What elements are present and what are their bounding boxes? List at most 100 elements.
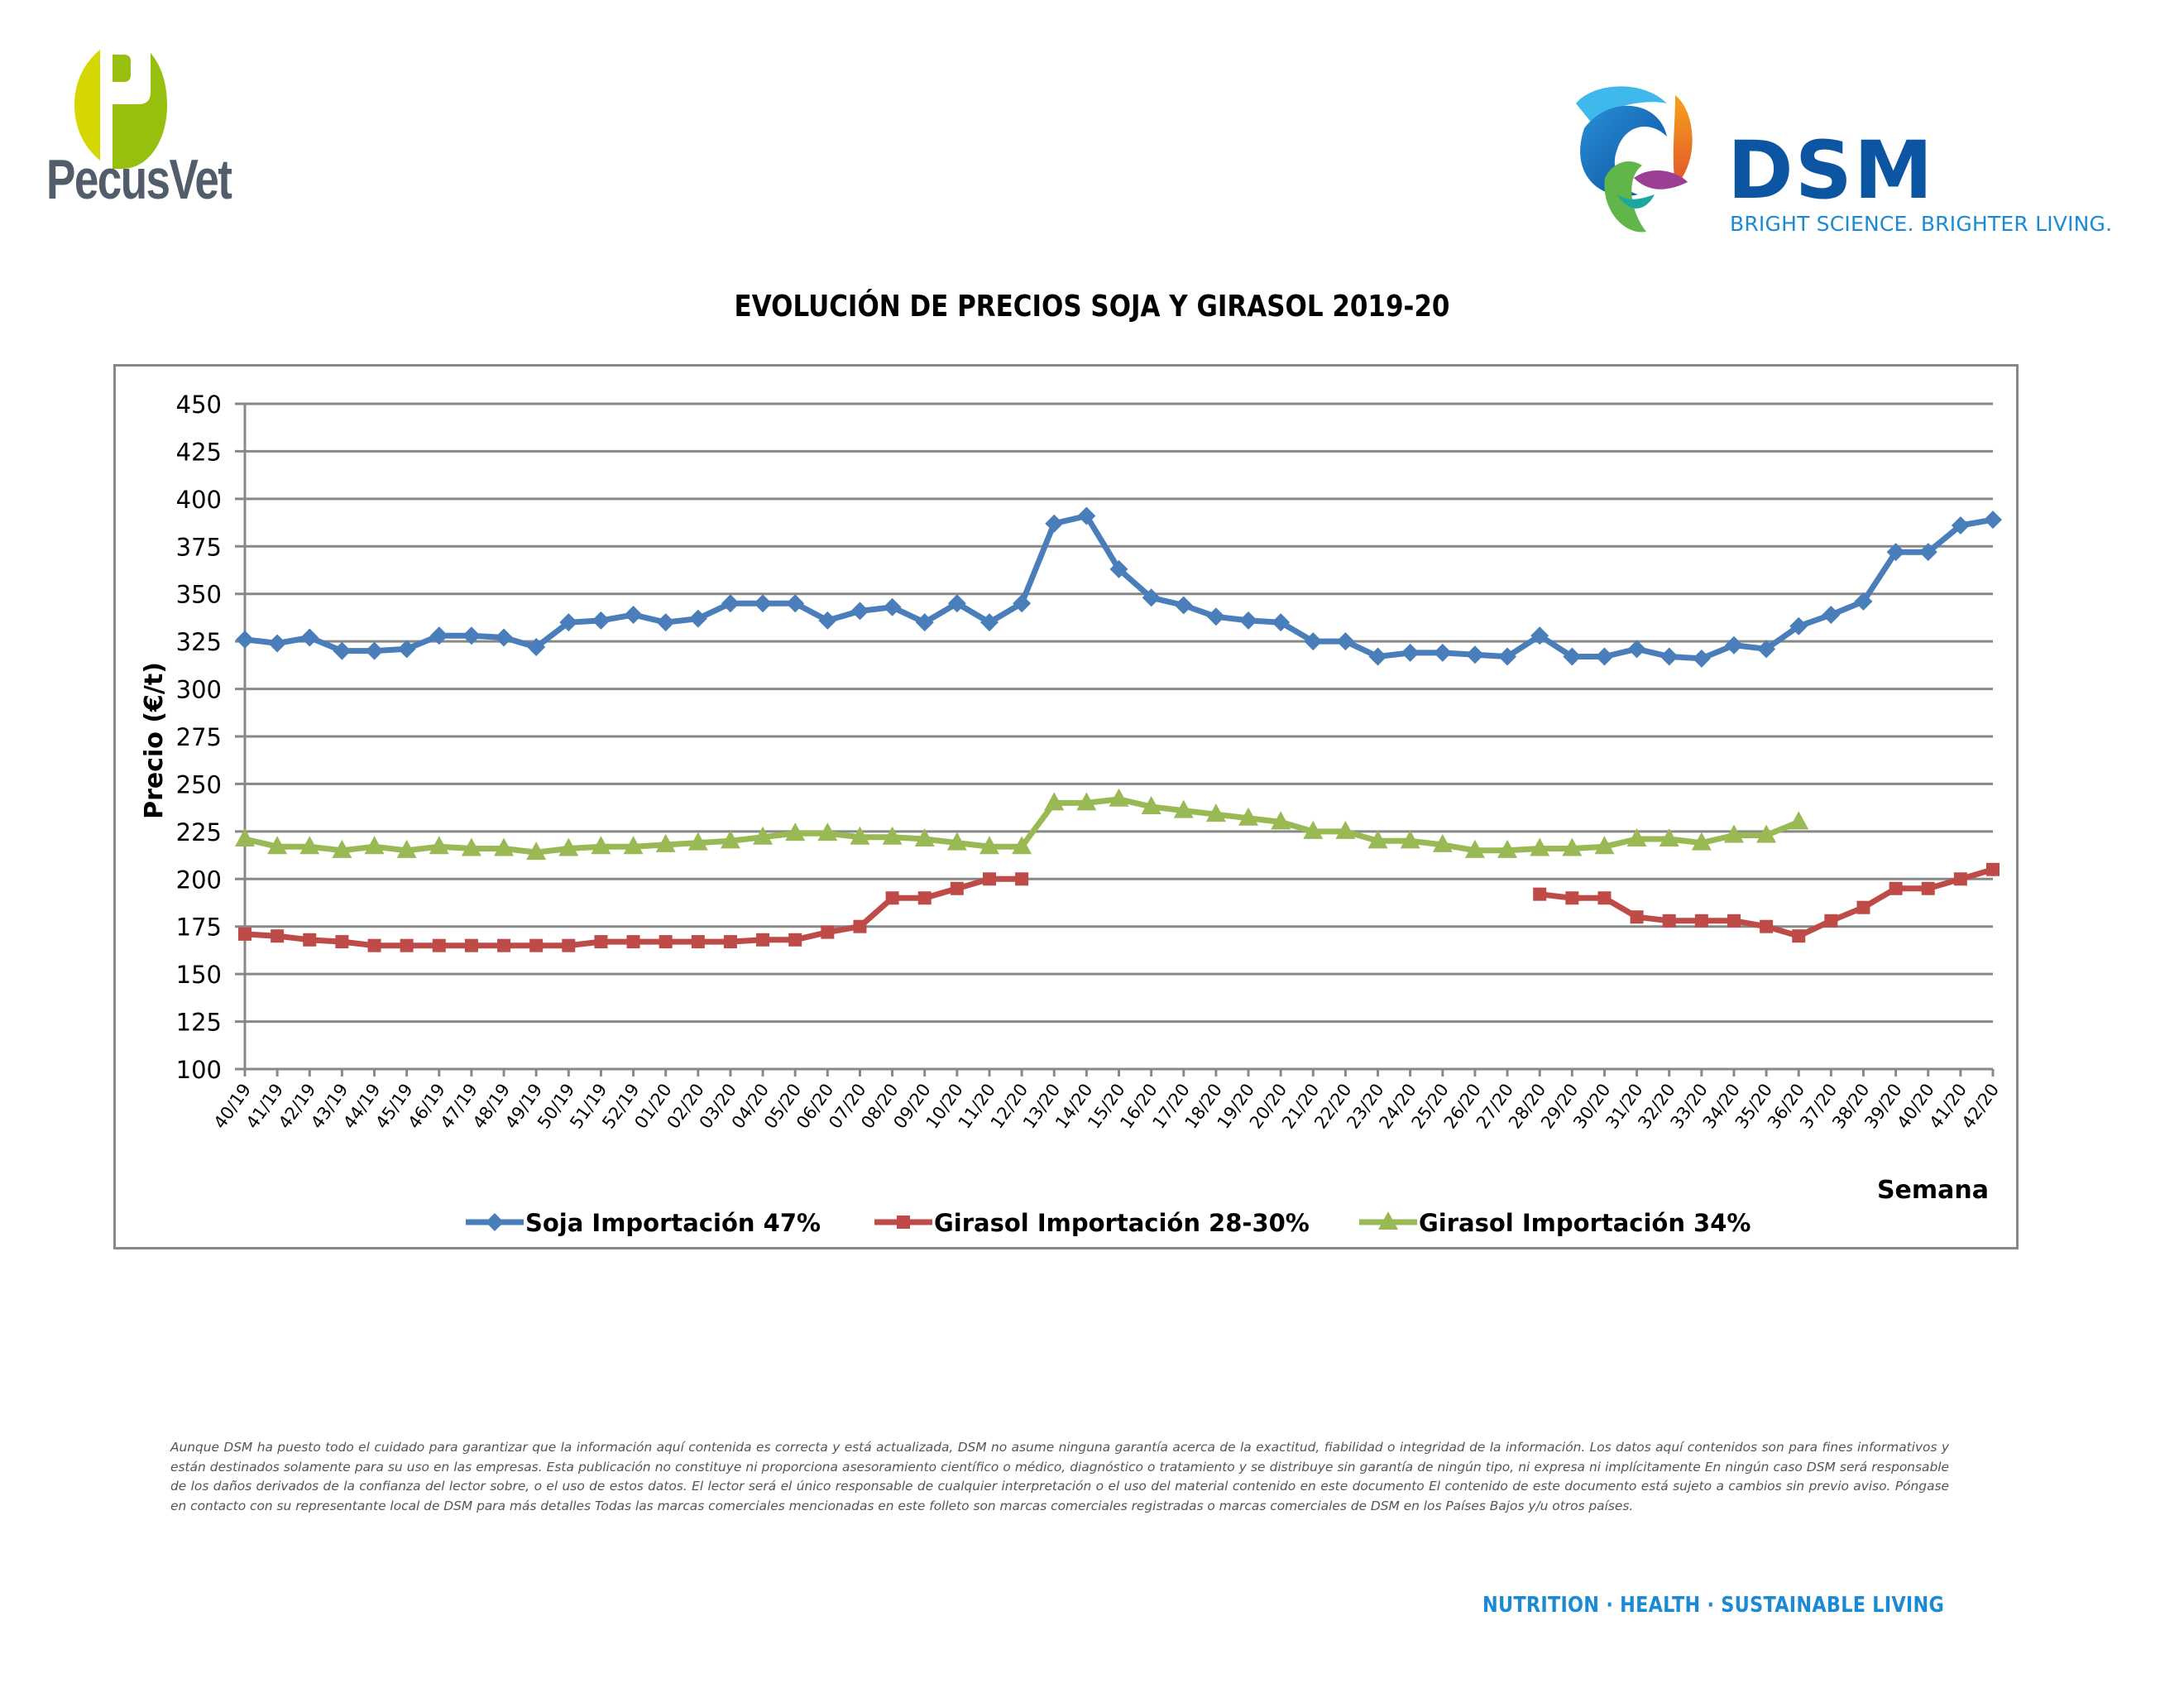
data-point <box>883 597 902 616</box>
legend: Soja Importación 47% Girasol Importación … <box>466 1209 1751 1237</box>
data-point <box>1694 914 1708 928</box>
data-point <box>429 626 448 645</box>
data-point <box>624 605 643 624</box>
dsm-logo-icon <box>1576 86 1693 233</box>
data-point <box>979 836 999 855</box>
data-point <box>529 938 544 952</box>
data-point <box>558 837 579 856</box>
data-point <box>1854 592 1873 611</box>
data-point <box>461 837 481 856</box>
data-point <box>1921 881 1935 895</box>
x-axis-label: Semana <box>1877 1176 1989 1205</box>
data-point <box>1595 647 1614 666</box>
data-point <box>723 935 737 949</box>
data-point <box>1533 887 1547 901</box>
data-point <box>1886 543 1905 562</box>
data-point <box>365 641 384 660</box>
data-point <box>1723 824 1744 843</box>
dsm-tagline: BRIGHT SCIENCE. BRIGHTER LIVING. <box>1730 212 2113 236</box>
data-point <box>788 933 802 947</box>
legend-marker-icon <box>1378 1211 1398 1230</box>
series-1 <box>236 506 2002 668</box>
data-point <box>917 891 932 905</box>
data-point <box>850 602 869 621</box>
data-point <box>397 640 416 659</box>
data-point <box>1756 824 1777 843</box>
data-point <box>1013 594 1032 613</box>
data-point <box>1662 914 1676 928</box>
data-point <box>526 842 547 861</box>
data-point <box>1045 514 1064 533</box>
data-point <box>1824 914 1838 928</box>
data-point <box>853 919 867 933</box>
data-point <box>785 822 806 842</box>
data-point <box>1530 837 1550 856</box>
disclaimer-text: Aunque DSM ha puesto todo el cuidado par… <box>170 1440 1949 1513</box>
data-point <box>1984 511 2002 530</box>
gridlines <box>235 402 1993 1071</box>
legend-marker-icon <box>486 1213 504 1231</box>
data-point <box>950 881 964 895</box>
data-point <box>1630 910 1644 924</box>
data-point <box>495 628 514 647</box>
data-point <box>1691 832 1712 851</box>
data-point <box>432 938 446 952</box>
data-point <box>721 594 740 613</box>
data-point <box>1272 613 1291 632</box>
data-point <box>1304 632 1323 651</box>
data-point <box>236 630 254 649</box>
data-point <box>1464 839 1485 858</box>
data-point <box>885 891 899 905</box>
data-point <box>1465 645 1484 664</box>
data-point <box>1626 828 1647 847</box>
data-point <box>1760 919 1774 933</box>
data-point <box>720 830 740 849</box>
data-point <box>850 826 870 845</box>
y-tick-label: 250 <box>176 770 222 798</box>
data-point <box>982 872 996 886</box>
data-point <box>1015 872 1029 886</box>
data-point <box>914 828 935 847</box>
y-tick-label: 450 <box>176 391 222 419</box>
data-point <box>821 925 835 939</box>
data-point <box>754 594 773 613</box>
y-tick-label: 425 <box>176 438 222 466</box>
data-point <box>1660 647 1679 666</box>
data-point <box>1109 559 1128 578</box>
data-point <box>1565 891 1579 905</box>
footer-tagline: NUTRITION · HEALTH · SUSTAINABLE LIVING <box>1482 1593 1945 1618</box>
data-point <box>1400 830 1420 849</box>
data-point <box>1173 799 1194 818</box>
data-point <box>1530 626 1549 645</box>
data-point <box>753 826 774 845</box>
data-point <box>623 836 644 855</box>
y-tick-label: 400 <box>176 486 222 514</box>
data-point <box>335 935 349 949</box>
y-tick-label: 375 <box>176 533 222 561</box>
data-point <box>1367 830 1388 849</box>
data-point <box>947 594 966 613</box>
data-point <box>1594 836 1615 855</box>
data-point <box>1597 891 1612 905</box>
data-point <box>1986 862 2000 876</box>
data-point <box>268 634 287 653</box>
chart-frame <box>113 364 2019 1249</box>
data-point <box>1789 811 1809 830</box>
data-point <box>1659 828 1679 847</box>
pecusvet-logo-icon <box>74 50 167 169</box>
data-point <box>1238 807 1259 826</box>
pecusvet-logo-text: PecusVet <box>46 148 232 211</box>
data-point <box>946 832 967 851</box>
data-point <box>1368 647 1387 666</box>
data-point <box>1109 788 1129 807</box>
data-point <box>462 626 481 645</box>
legend-item: Girasol Importación 28-30% <box>874 1209 1310 1237</box>
data-point <box>1335 820 1356 839</box>
data-point <box>364 836 385 855</box>
data-point <box>494 837 515 856</box>
data-point <box>1239 611 1258 630</box>
y-tick-label: 350 <box>176 581 222 609</box>
data-point <box>882 826 903 845</box>
data-point <box>1336 632 1355 651</box>
